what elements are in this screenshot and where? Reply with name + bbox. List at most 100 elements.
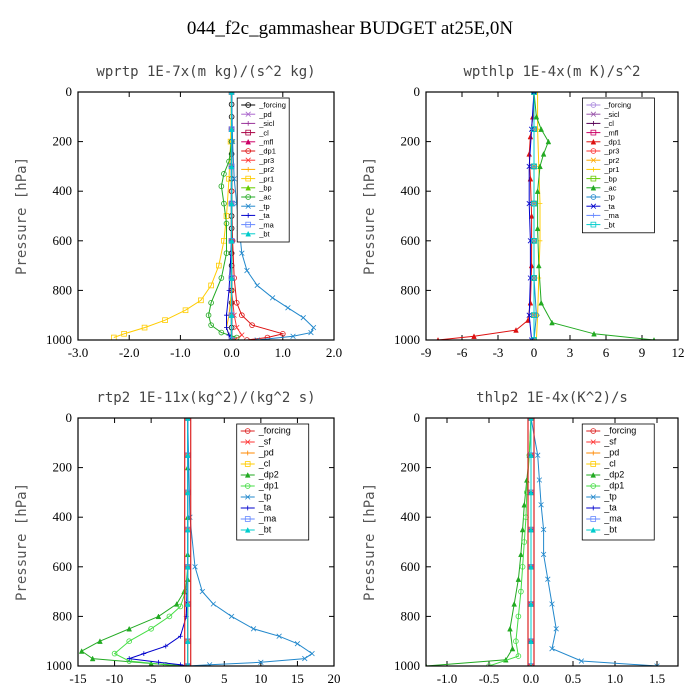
series-ac-marker (533, 113, 540, 120)
legend-bp-marker (590, 175, 597, 182)
panel-thlp2: thlp2 1E-4x(K^2)/s Pressure [hPa] 0 200 400 6… (362, 390, 679, 686)
series-dp1-marker (521, 539, 528, 545)
series-ta-marker (531, 92, 537, 95)
series-tp-line (530, 418, 658, 666)
series-bt-marker (184, 418, 191, 421)
series-ac-marker (218, 329, 225, 336)
x-tick-label: 0 (184, 671, 191, 686)
y-tick-label: 600 (53, 233, 73, 248)
series-dp1-line (113, 418, 189, 666)
legend-forcing-label: _forcing (258, 426, 291, 436)
series-tp-marker (206, 662, 213, 666)
series-dp2-marker (126, 625, 133, 632)
series-tp-marker (229, 138, 236, 145)
series-bt-marker (228, 312, 235, 318)
series-bt-marker (228, 126, 235, 132)
series-tp-marker (239, 250, 245, 256)
series-tp-marker (269, 295, 276, 301)
series-dp2-marker (518, 551, 524, 558)
legend-tp-marker (245, 203, 251, 209)
series-bt-marker (228, 237, 235, 244)
legend-bp-label: _bp (258, 184, 272, 193)
series-tp-line (187, 418, 313, 666)
x-tick-label: -3 (493, 345, 504, 360)
series-bt-marker (531, 275, 537, 281)
legend-pr1-label: _pr1 (603, 165, 619, 174)
legend-pr2-marker (245, 167, 251, 172)
legend-pd-marker (245, 111, 251, 117)
series-dp1-marker (148, 625, 154, 632)
series-ac-marker (223, 250, 230, 257)
series-bt-marker (528, 638, 534, 644)
legend: _forcing_sf_pd_cl_dp2_dp1_tp_ta_ma_bt (236, 423, 310, 541)
legend-forcing-marker (590, 102, 597, 108)
series-ac-marker (208, 322, 214, 328)
legend-ta-label: _ta (603, 202, 615, 211)
series-bt-marker (528, 489, 534, 496)
panel-title: wpthlp 1E-4x(m K)/s^2 (463, 64, 640, 80)
x-tick-label: 2.0 (326, 345, 342, 360)
series-dp1-marker (239, 312, 245, 319)
legend-forcing-label: _forcing (603, 101, 631, 110)
series-bt-marker (531, 126, 537, 133)
plot-frame (77, 91, 335, 341)
legend-tp-label: _tp (258, 202, 269, 211)
y-tick-label: 0 (66, 410, 73, 425)
series-ta-marker (528, 337, 535, 340)
legend-dp2-marker (590, 472, 597, 478)
legend-mfl-marker (245, 138, 252, 145)
legend-tp-label: _tp (258, 492, 272, 502)
y-tick-label: 800 (53, 282, 73, 297)
y-tick-label: 600 (401, 233, 421, 248)
y-tick-label: 0 (414, 84, 421, 99)
series-bt-marker (528, 526, 534, 533)
series-ta-marker (226, 332, 232, 338)
series-pr1-marker (198, 297, 204, 304)
series-tp-marker (538, 502, 544, 508)
legend: _forcing_sf_pd_cl_dp2_dp1_tp_ta_ma_bt (581, 423, 655, 541)
series-tp-marker (228, 613, 235, 620)
legend-box (582, 97, 655, 234)
legend-forcing-label: _forcing (258, 101, 286, 110)
legend-bp-label: _bp (603, 174, 617, 183)
legend-sicl-marker (245, 121, 251, 126)
series-dp2-line (80, 418, 189, 666)
legend-dp1-marker (590, 483, 597, 489)
y-tick-label: 400 (53, 183, 73, 198)
series-tp-marker (545, 576, 551, 582)
series-dp1-marker (111, 650, 118, 657)
series-tp-marker (254, 282, 260, 289)
series-dp1-marker (513, 638, 519, 644)
panel-rtp2: rtp2 1E-11x(kg^2)/(kg^2 s) Pressure [hPa]… (14, 390, 341, 686)
series-pr1-marker (536, 275, 542, 281)
x-tick-label: 0.0 (223, 345, 239, 360)
x-tick-label: 3 (567, 345, 574, 360)
series-bt-marker (228, 275, 235, 281)
legend-sicl-label: _sicl (258, 119, 274, 128)
x-tick-label: 1.0 (275, 345, 291, 360)
y-tick-label: 200 (401, 460, 421, 475)
panel-title: thlp2 1E-4x(K^2)/s (476, 390, 628, 406)
series-ta-marker (178, 662, 183, 666)
legend-dp1-label: _dp1 (603, 481, 624, 491)
legend-bt-label: _bt (258, 230, 270, 239)
x-tick-label: 5 (221, 671, 228, 686)
legend-pr3-label: _pr3 (603, 147, 619, 156)
y-tick-label: 1000 (46, 658, 72, 673)
x-tick-label: 1.0 (607, 671, 623, 686)
legend-cl-label: _cl (258, 459, 271, 469)
x-tick-label: 10 (254, 671, 267, 686)
series-bt-marker (184, 638, 191, 644)
series-pr1-marker (182, 307, 189, 314)
series-pr1-marker (141, 324, 148, 331)
series-dp1-marker (527, 299, 534, 306)
plot-area (78, 418, 315, 666)
legend-bp-marker (245, 184, 252, 191)
legend-pd-label: _pd (258, 110, 272, 119)
legend-dp1-marker (244, 483, 251, 489)
plot-area (426, 418, 660, 666)
legend-pr2-label: _pr2 (603, 156, 619, 165)
legend-ma-label: _ma (258, 514, 277, 524)
series-ta-marker (526, 312, 532, 318)
legend-ta-marker (590, 505, 596, 511)
